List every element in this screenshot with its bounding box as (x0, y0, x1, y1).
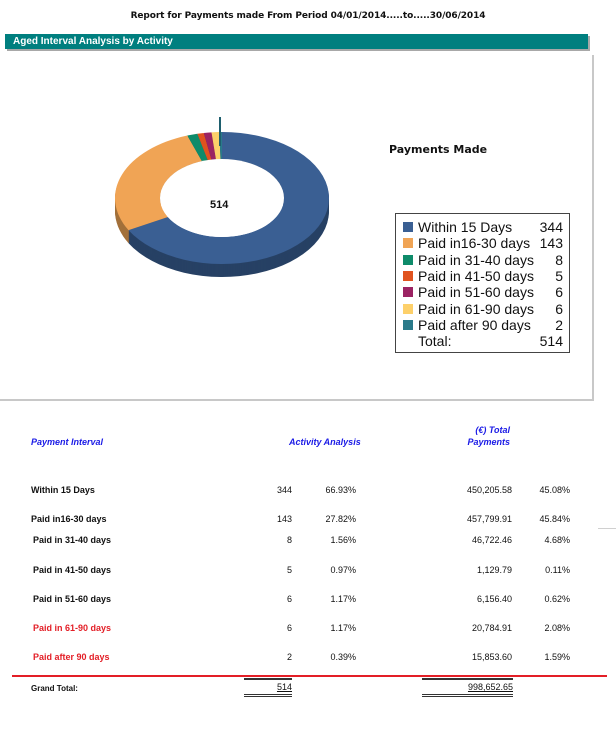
donut-slice (203, 132, 216, 160)
row-count-pct: 0.97% (330, 565, 356, 575)
divider (598, 528, 616, 529)
header-activity-analysis: Activity Analysis (289, 437, 361, 447)
header-total-payments-line2: Payments (467, 437, 510, 447)
legend-value: 6 (555, 284, 563, 301)
legend-value: 344 (539, 219, 563, 236)
donut-slice (128, 132, 329, 264)
header-payment-interval: Payment Interval (31, 437, 104, 447)
table-row: Paid in 51-60 days 6 1.17% 6,156.40 0.62… (0, 594, 616, 608)
table-row: Paid in 31-40 days 8 1.56% 46,722.46 4.6… (0, 535, 616, 549)
row-amount: 457,799.91 (466, 514, 512, 524)
row-count: 5 (286, 565, 292, 575)
header-total-payments-line1: (€) Total (475, 425, 510, 435)
row-count-pct: 1.56% (330, 535, 356, 545)
table-row: Within 15 Days 344 66.93% 450,205.58 45.… (0, 485, 616, 499)
legend-swatch (403, 319, 413, 330)
row-amount-pct: 2.08% (544, 623, 570, 633)
row-count: 6 (286, 623, 292, 633)
legend-label: Paid in 51-60 days (418, 284, 534, 301)
row-amount-pct: 4.68% (544, 535, 570, 545)
donut-slice (115, 135, 202, 231)
legend-label: Paid after 90 days (418, 316, 531, 333)
legend-label: Paid in 31-40 days (418, 251, 534, 268)
legend-value: 143 (539, 235, 563, 252)
row-count-pct: 66.93% (325, 485, 356, 495)
chart-legend: Within 15 Days 344 Paid in16-30 days 143 P… (395, 213, 570, 353)
donut-slice (211, 132, 221, 160)
legend-swatch (403, 238, 413, 249)
table-row: Paid in16-30 days 143 27.82% 457,799.91 … (0, 514, 616, 528)
grand-total-divider (12, 675, 607, 677)
legend-swatch (403, 303, 413, 314)
table-row: Paid after 90 days 2 0.39% 15,853.60 1.5… (0, 652, 616, 666)
legend-item: Within 15 Days 344 (403, 219, 563, 235)
row-count: 6 (286, 594, 292, 604)
legend-item: Paid in 41-50 days 5 (403, 268, 563, 284)
row-label: Paid in16-30 days (31, 514, 107, 524)
legend-value: 6 (555, 300, 563, 317)
legend-swatch (403, 271, 413, 282)
chart-title: Payments Made (389, 143, 488, 156)
donut-slice (187, 133, 208, 162)
row-count: 8 (286, 535, 292, 545)
legend-swatch-blank (403, 336, 413, 346)
row-amount: 20,784.91 (471, 623, 512, 633)
row-amount: 1,129.79 (476, 565, 512, 575)
legend-total-label: Total: (418, 333, 452, 350)
row-amount-pct: 1.59% (544, 652, 570, 662)
legend-total-value: 514 (539, 333, 563, 350)
legend-item: Paid in 51-60 days 6 (403, 284, 563, 300)
legend-total: Total: 514 (403, 333, 563, 349)
row-label: Paid after 90 days (33, 652, 110, 662)
row-amount: 450,205.58 (466, 485, 512, 495)
legend-item: Paid in16-30 days 143 (403, 235, 563, 251)
row-amount-pct: 45.08% (539, 485, 570, 495)
legend-label: Paid in 41-50 days (418, 268, 534, 285)
row-count-pct: 1.17% (330, 623, 356, 633)
row-count-pct: 27.82% (325, 514, 356, 524)
row-label: Paid in 31-40 days (33, 535, 112, 545)
legend-value: 2 (555, 316, 563, 333)
row-label: Paid in 41-50 days (33, 565, 112, 575)
row-amount: 46,722.46 (471, 535, 512, 545)
row-count-pct: 0.39% (330, 652, 356, 662)
row-count-pct: 1.17% (330, 594, 356, 604)
row-label: Within 15 Days (31, 485, 95, 495)
legend-item: Paid after 90 days 2 (403, 317, 563, 333)
grand-total-count: 514 (244, 678, 292, 697)
row-label: Paid in 61-90 days (33, 623, 112, 633)
legend-swatch (403, 287, 413, 298)
section-header: Aged Interval Analysis by Activity (5, 34, 588, 49)
legend-label: Paid in16-30 days (418, 235, 531, 252)
legend-value: 8 (555, 251, 563, 268)
row-amount: 6,156.40 (476, 594, 512, 604)
legend-item: Paid in 61-90 days 6 (403, 300, 563, 317)
row-count: 143 (276, 514, 292, 524)
legend-label: Paid in 61-90 days (418, 300, 534, 317)
report-title: Report for Payments made From Period 04/… (130, 11, 486, 21)
chart-panel (0, 55, 594, 401)
donut-center-total: 514 (210, 199, 229, 211)
legend-swatch (403, 254, 413, 265)
legend-label: Within 15 Days (418, 219, 513, 236)
donut-chart (100, 100, 340, 280)
row-amount: 15,853.60 (471, 652, 512, 662)
table-row: Paid in 41-50 days 5 0.97% 1,129.79 0.11… (0, 565, 616, 579)
table-row: Paid in 61-90 days 6 1.17% 20,784.91 2.0… (0, 623, 616, 637)
row-count: 344 (276, 485, 292, 495)
legend-value: 5 (555, 268, 563, 285)
row-amount-pct: 45.84% (539, 514, 570, 524)
row-label: Paid in 51-60 days (33, 594, 112, 604)
grand-total-label: Grand Total: (31, 684, 78, 693)
row-amount-pct: 0.62% (544, 594, 570, 604)
grand-total-amount: 998,652.65 (422, 678, 513, 697)
legend-swatch (403, 222, 413, 233)
donut-slice (197, 132, 212, 161)
row-count: 2 (286, 652, 292, 662)
row-amount-pct: 0.11% (545, 565, 570, 575)
legend-item: Paid in 31-40 days 8 (403, 252, 563, 268)
